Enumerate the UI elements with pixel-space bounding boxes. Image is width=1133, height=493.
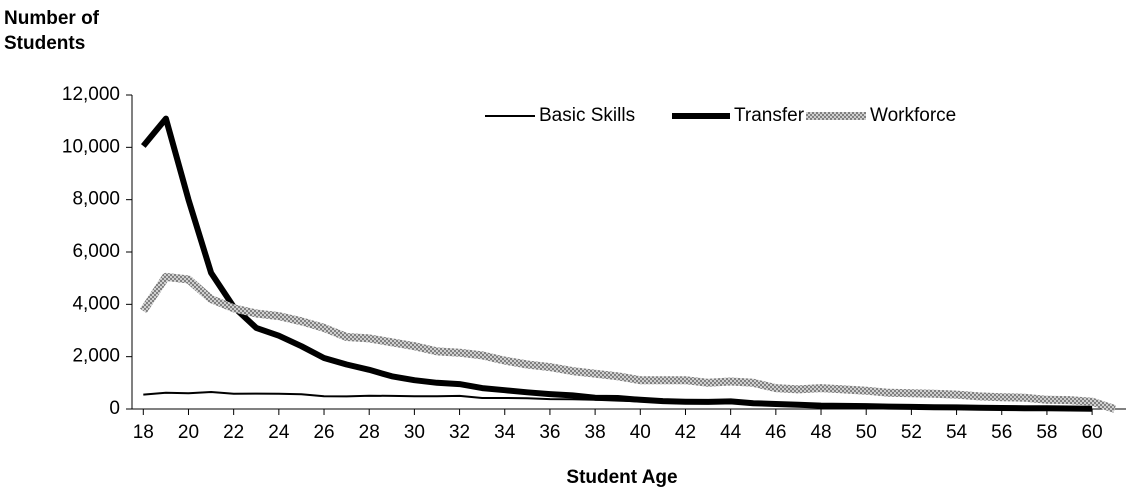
x-axis-title: Student Age — [566, 467, 677, 488]
y-tick-label: 8,000 — [72, 189, 120, 210]
x-tick-label: 42 — [675, 422, 696, 443]
x-tick-label: 32 — [449, 422, 470, 443]
x-tick-label: 24 — [268, 422, 290, 443]
x-tick-label: 50 — [856, 422, 877, 443]
x-tick-label: 34 — [494, 422, 516, 443]
y-tick-label: 6,000 — [72, 241, 120, 262]
x-tick-label: 58 — [1036, 422, 1057, 443]
series-line — [140, 115, 1093, 412]
x-tick-label: 56 — [991, 422, 1012, 443]
x-tick-label: 18 — [133, 422, 154, 443]
x-tick-label: 28 — [359, 422, 380, 443]
x-tick-label: 52 — [901, 422, 922, 443]
x-tick-label: 26 — [313, 422, 334, 443]
legend-label: Transfer — [734, 105, 805, 126]
y-tick-label: 4,000 — [72, 293, 120, 314]
legend-label: Workforce — [870, 105, 956, 126]
y-tick-label: 10,000 — [62, 136, 120, 157]
y-axis-title: Number of Students — [4, 8, 99, 54]
x-tick-label: 48 — [810, 422, 831, 443]
x-tick-label: 44 — [720, 422, 742, 443]
x-tick-label: 46 — [765, 422, 786, 443]
x-tick-label: 54 — [946, 422, 968, 443]
legend-label: Basic Skills — [539, 105, 635, 126]
y-tick-label: 0 — [109, 398, 120, 419]
y-tick-label: 2,000 — [72, 346, 120, 367]
y-tick-label: 12,000 — [62, 84, 120, 105]
x-tick-label: 30 — [404, 422, 425, 443]
x-tick-label: 40 — [630, 422, 651, 443]
x-tick-label: 36 — [539, 422, 560, 443]
series-line — [139, 272, 1116, 413]
x-tick-label: 60 — [1082, 422, 1103, 443]
x-tick-label: 20 — [178, 422, 199, 443]
x-tick-label: 22 — [223, 422, 244, 443]
x-tick-label: 38 — [585, 422, 606, 443]
